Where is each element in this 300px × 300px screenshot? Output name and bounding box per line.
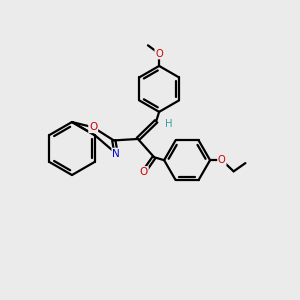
Text: N: N bbox=[112, 148, 120, 158]
Text: O: O bbox=[140, 167, 148, 177]
Text: O: O bbox=[218, 155, 226, 165]
Text: O: O bbox=[89, 122, 97, 132]
Text: O: O bbox=[155, 49, 163, 58]
Text: H: H bbox=[165, 118, 172, 129]
